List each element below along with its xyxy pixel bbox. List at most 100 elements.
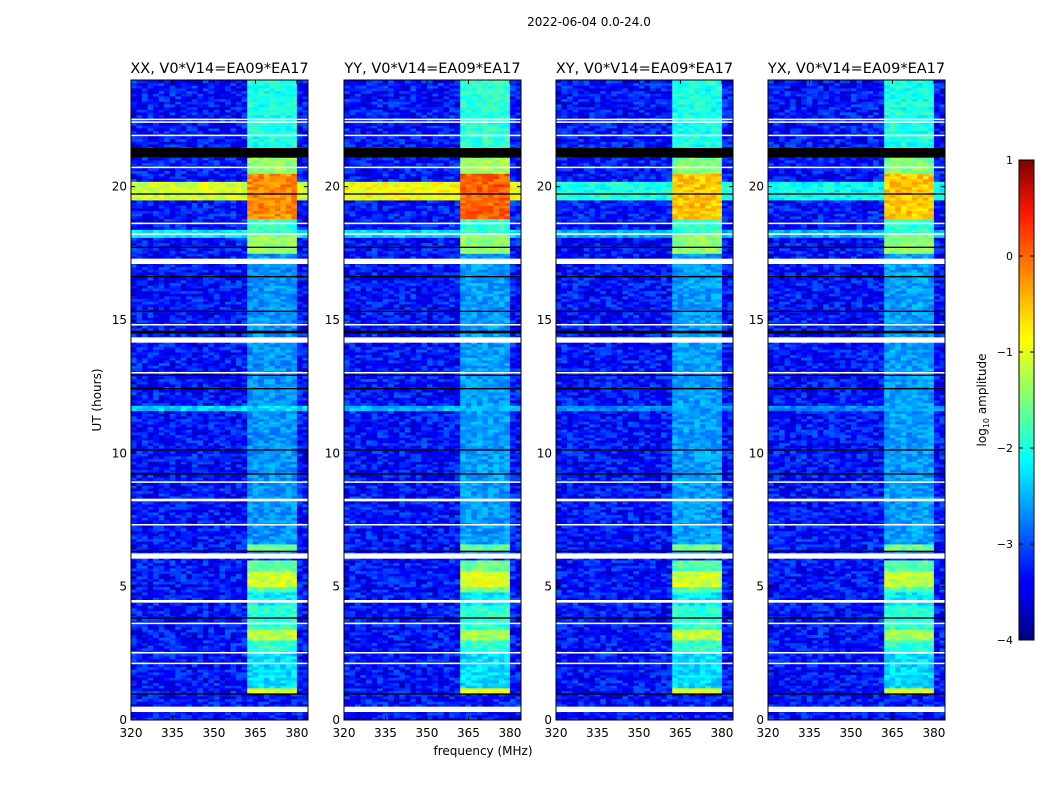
heatmap-cell (175, 608, 182, 612)
heatmap-cell (131, 306, 137, 310)
heatmap-cell (136, 501, 143, 505)
heatmap-cell (169, 394, 176, 398)
heatmap-cell (191, 424, 198, 428)
heatmap-cell (186, 576, 193, 580)
heatmap-cell (263, 320, 270, 324)
heatmap-cell (191, 362, 198, 366)
heatmap-cell (291, 426, 298, 430)
heatmap-cell (274, 717, 281, 721)
heatmap-cell (153, 576, 159, 580)
heatmap-cell (142, 477, 148, 481)
heatmap-cell (219, 365, 226, 369)
heatmap-cell (147, 541, 154, 545)
heatmap-cell (147, 560, 154, 564)
heatmap-cell (291, 512, 298, 516)
heatmap-cell (225, 712, 231, 716)
heatmap-cell (169, 608, 176, 612)
heatmap-cell (247, 690, 254, 694)
heatmap-cell (258, 613, 265, 617)
heatmap-cell (302, 496, 309, 500)
heatmap-cell (291, 645, 298, 649)
heatmap-cell (285, 680, 292, 684)
heatmap-cell (214, 714, 220, 718)
heatmap-cell (247, 610, 254, 614)
heatmap-cell (236, 416, 242, 420)
heatmap-cell (208, 504, 215, 508)
heatmap-cell (291, 546, 298, 550)
heatmap-cell (219, 346, 226, 350)
heatmap-cell (142, 384, 148, 388)
heatmap-cell (225, 608, 231, 612)
heatmap-cell (208, 442, 215, 446)
heatmap-cell (169, 306, 176, 310)
heatmap-cell (169, 693, 176, 697)
heatmap-cell (180, 453, 187, 457)
heatmap-cell (208, 445, 215, 449)
heatmap-cell (252, 488, 259, 492)
heatmap-cell (302, 453, 309, 457)
heatmap-cell (252, 346, 259, 350)
heatmap-cell (202, 629, 209, 633)
heatmap-cell (131, 608, 137, 612)
heatmap-cell (274, 392, 281, 396)
heatmap-cell (180, 424, 187, 428)
heatmap-cell (153, 520, 159, 524)
heatmap-cell (230, 397, 237, 401)
heatmap-cell (175, 645, 182, 649)
heatmap-cell (147, 688, 154, 692)
heatmap-cell (247, 450, 254, 454)
heatmap-cell (280, 520, 287, 524)
heatmap-cell (191, 568, 198, 572)
heatmap-cell (302, 656, 309, 660)
heatmap-cell (302, 426, 309, 430)
heatmap-cell (302, 664, 309, 668)
heatmap-cell (296, 493, 303, 497)
heatmap-cell (142, 328, 148, 332)
heatmap-cell (164, 629, 171, 633)
heatmap-cell (258, 589, 265, 593)
heatmap-cell (131, 629, 137, 633)
heatmap-cell (236, 304, 242, 308)
heatmap-cell (219, 314, 226, 318)
heatmap-cell (274, 464, 281, 468)
heatmap-cell (164, 474, 171, 478)
heatmap-cell (291, 496, 298, 500)
heatmap-cell (252, 605, 259, 609)
heatmap-cell (302, 320, 309, 324)
heatmap-cell (285, 418, 292, 422)
heatmap-cell (296, 693, 303, 697)
heatmap-cell (186, 461, 193, 465)
heatmap-cell (263, 381, 270, 385)
heatmap-cell (219, 328, 226, 332)
heatmap-cell (269, 602, 276, 606)
heatmap-cell (153, 669, 159, 673)
heatmap-cell (263, 557, 270, 561)
heatmap-cell (225, 666, 231, 670)
heatmap-cell (258, 346, 265, 350)
heatmap-cell (208, 432, 215, 436)
heatmap-cell (186, 314, 193, 318)
heatmap-cell (302, 392, 309, 396)
heatmap-cell (236, 597, 242, 601)
heatmap-cell (225, 602, 231, 606)
heatmap-cell (219, 402, 226, 406)
heatmap-cell (158, 645, 165, 649)
heatmap-cell (252, 317, 259, 321)
heatmap-cell (153, 474, 159, 478)
heatmap-cell (274, 477, 281, 481)
heatmap-cell (153, 397, 159, 401)
heatmap-cell (142, 648, 148, 652)
heatmap-cell (164, 456, 171, 460)
heatmap-cell (153, 610, 159, 614)
heatmap-cell (230, 565, 237, 569)
heatmap-cell (186, 594, 193, 598)
heatmap-cell (302, 634, 309, 638)
heatmap-cell (269, 325, 276, 329)
heatmap-cell (136, 442, 143, 446)
heatmap-cell (263, 312, 270, 316)
heatmap-cell (285, 642, 292, 646)
heatmap-cell (274, 333, 281, 337)
heatmap-cell (180, 512, 187, 516)
heatmap-cell (175, 624, 182, 628)
